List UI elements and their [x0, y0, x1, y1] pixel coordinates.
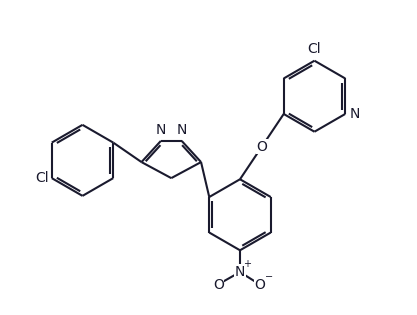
Text: O: O — [213, 278, 224, 292]
Text: N: N — [156, 123, 166, 137]
Text: Cl: Cl — [308, 42, 321, 56]
Text: +: + — [244, 259, 251, 269]
Text: N: N — [350, 107, 360, 121]
Text: Cl: Cl — [35, 171, 49, 185]
Text: O: O — [255, 278, 266, 292]
Text: N: N — [235, 265, 245, 279]
Text: O: O — [256, 140, 267, 154]
Text: −: − — [264, 272, 273, 282]
Text: N: N — [176, 123, 187, 137]
